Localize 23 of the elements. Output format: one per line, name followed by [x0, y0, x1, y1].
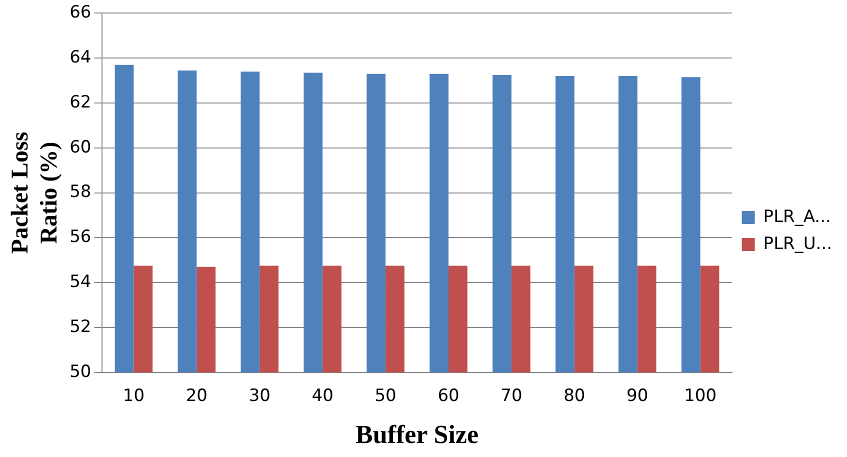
y-tick-label: 62	[70, 92, 92, 112]
x-tick-label: 90	[626, 386, 648, 406]
legend-label: PLR_U...	[763, 234, 832, 254]
x-tick-label: 60	[438, 386, 460, 406]
y-tick-label: 64	[70, 48, 92, 68]
y-tick-label: 58	[70, 182, 92, 202]
x-tick-label: 40	[312, 386, 334, 406]
legend-label: PLR_A...	[763, 206, 831, 227]
y-tick-label: 54	[70, 272, 92, 292]
x-tick-label: 30	[248, 386, 270, 406]
x-axis-title: Buffer Size	[356, 420, 479, 450]
y-tick-label: 52	[70, 316, 92, 337]
y-axis-title: Packet Loss Ratio (%)	[8, 132, 62, 254]
y-tick-label: 50	[70, 362, 92, 382]
y-tick-label: 60	[70, 137, 92, 158]
x-tick-label: 50	[374, 386, 396, 406]
x-tick-label: 70	[500, 386, 522, 406]
x-tick-label: 100	[684, 386, 717, 406]
x-tick-label: 10	[122, 386, 145, 406]
x-tick-label: 80	[564, 386, 586, 406]
x-tick-label: 20	[186, 386, 208, 406]
y-tick-label: 56	[70, 227, 92, 248]
y-tick-label: 66	[70, 2, 92, 23]
